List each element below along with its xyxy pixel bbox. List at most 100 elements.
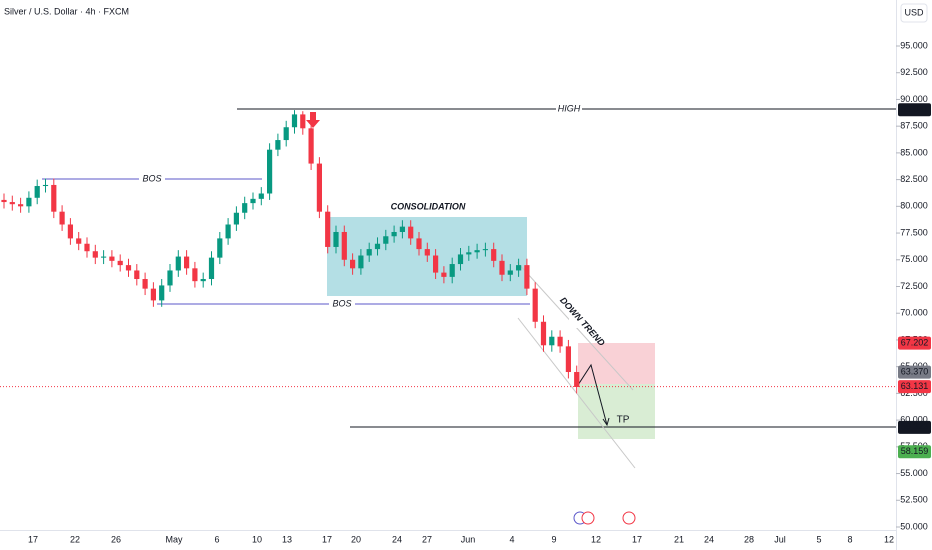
- y-tick-label: 80.000: [900, 201, 928, 211]
- x-tick-label: 21: [674, 534, 684, 544]
- price-badge-label: 59.323: [901, 422, 929, 432]
- candle-body: [441, 272, 447, 277]
- event-icon: [622, 511, 636, 525]
- candle-body: [516, 265, 522, 271]
- projection-arrow: [577, 363, 608, 426]
- candle-body: [101, 256, 107, 258]
- annotation: CONSOLIDATION: [391, 201, 466, 211]
- event-icon: [581, 511, 595, 525]
- candle-body: [291, 114, 298, 128]
- x-tick-label: 28: [744, 534, 754, 544]
- candle-body: [507, 270, 513, 275]
- candle-body: [26, 197, 32, 207]
- candle-body: [499, 260, 505, 275]
- price-badge: [898, 365, 931, 379]
- x-tick-label: 10: [252, 534, 262, 544]
- x-tick-label: 9: [551, 534, 556, 544]
- x-tick-label: 8: [847, 534, 852, 544]
- candle-body: [1, 199, 7, 203]
- candle-body: [92, 251, 98, 258]
- candle-body: [341, 231, 347, 260]
- candle-body: [466, 252, 472, 255]
- candle-body: [9, 202, 15, 205]
- x-tick-label: 12: [591, 534, 601, 544]
- x-tick-label: 20: [351, 534, 361, 544]
- x-tick-label: 12: [884, 534, 894, 544]
- candle-body: [433, 255, 439, 273]
- candle-body: [184, 256, 190, 269]
- annotation-bg: [329, 298, 355, 310]
- price-badge-label: 58.159: [901, 446, 929, 456]
- candle-body: [42, 184, 49, 187]
- candle-body: [242, 203, 248, 213]
- candle-body: [316, 163, 322, 212]
- candle-body: [109, 256, 115, 261]
- y-tick-label: 77.500: [900, 227, 928, 237]
- x-tick-label: 27: [422, 534, 432, 544]
- x-tick-label: 6: [214, 534, 219, 544]
- candle-body: [474, 250, 480, 253]
- x-tick-label: 22: [70, 534, 80, 544]
- candle-body: [358, 255, 364, 269]
- candle-body: [366, 249, 372, 256]
- candle-body: [200, 279, 206, 282]
- candle-body: [208, 257, 215, 280]
- candle-body: [76, 238, 82, 244]
- candle-body: [457, 254, 464, 265]
- candle-body: [117, 260, 123, 266]
- candle-body: [565, 346, 571, 373]
- candle-body: [308, 128, 314, 164]
- y-tick-label: 92.500: [900, 67, 928, 77]
- candle-body: [399, 226, 405, 232]
- candle-body: [217, 238, 223, 258]
- price-badge: [898, 103, 931, 117]
- price-badge: [898, 420, 931, 434]
- candle-body: [167, 270, 173, 286]
- price-badge-label: 67.202: [901, 338, 929, 348]
- candle-body: [84, 243, 90, 252]
- x-tick-label: 17: [322, 534, 332, 544]
- y-tick-label: 70.000: [900, 308, 928, 318]
- annotation: TP: [617, 415, 630, 426]
- x-tick-label: 26: [111, 534, 121, 544]
- candle-body: [51, 184, 57, 212]
- y-tick-label: 60.000: [900, 414, 928, 424]
- candle-body: [574, 372, 580, 387]
- candle-body: [383, 236, 389, 244]
- annotation: BOS: [332, 298, 351, 308]
- currency-box: [900, 3, 928, 23]
- x-tick-label: May: [165, 534, 183, 544]
- y-tick-label: 50.000: [900, 521, 928, 531]
- annotation-bg: [139, 173, 165, 185]
- candle-body: [333, 231, 339, 247]
- x-tick-label: 24: [392, 534, 402, 544]
- candle-body: [250, 198, 256, 204]
- y-tick-label: 82.500: [900, 174, 928, 184]
- candle-body: [159, 285, 165, 301]
- candle-body: [34, 186, 40, 198]
- stop-zone: [578, 343, 655, 384]
- candle-body: [258, 193, 264, 199]
- y-tick-label: 87.500: [900, 121, 928, 131]
- price-badge-label: 63.370: [901, 366, 929, 376]
- target-zone: [578, 384, 655, 439]
- candle-body: [416, 238, 422, 250]
- arrow-head: [602, 417, 610, 427]
- candle-body: [134, 270, 140, 280]
- x-tick-label: Jun: [461, 534, 476, 544]
- annotation: BOS: [142, 173, 161, 183]
- candle-body: [283, 127, 289, 141]
- candle-body: [449, 264, 455, 277]
- down-arrow-icon: [306, 112, 320, 128]
- x-tick-label: 5: [816, 534, 821, 544]
- candle-body: [391, 231, 397, 237]
- chart-title: Silver / U.S. Dollar · 4h · FXCM: [4, 6, 129, 16]
- y-tick-label: 55.000: [900, 468, 928, 478]
- candle-body: [300, 114, 306, 129]
- candle-body: [192, 268, 198, 282]
- x-tick-label: 17: [28, 534, 38, 544]
- price-badge: [898, 445, 931, 459]
- candle-body: [18, 204, 24, 207]
- candle-body: [491, 249, 497, 261]
